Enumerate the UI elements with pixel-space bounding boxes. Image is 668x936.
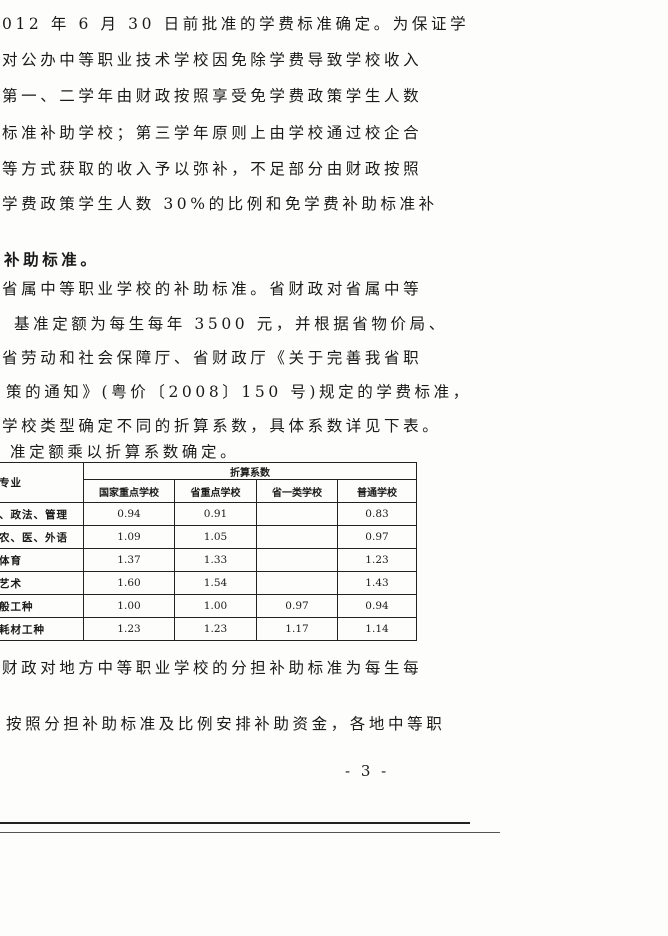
coefficient-cell: 1.05 — [174, 525, 257, 549]
coefficient-cell: 1.37 — [83, 548, 175, 572]
coefficient-cell: 1.23 — [83, 617, 175, 641]
coefficient-cell: 1.23 — [337, 548, 417, 572]
text-line: 策的通知》(粤价〔2008〕150 号)规定的学费标准， — [6, 383, 472, 401]
divider — [0, 832, 500, 833]
coefficient-cell: 1.54 — [174, 571, 257, 595]
row-label: 农、医、外语 — [0, 525, 84, 549]
coefficient-cell: 1.00 — [174, 594, 257, 618]
table-row: 艺术 1.60 1.54 1.43 — [0, 571, 417, 595]
coefficient-cell: 1.00 — [83, 594, 175, 618]
coefficient-cell: 0.97 — [337, 525, 417, 549]
header-col: 省重点学校 — [174, 479, 257, 503]
header-col: 普通学校 — [337, 479, 417, 503]
header-group: 折算系数 — [83, 462, 417, 480]
coefficient-cell: 0.83 — [337, 502, 417, 526]
coefficient-cell — [256, 502, 338, 526]
coefficient-cell: 0.97 — [256, 594, 338, 618]
coefficient-cell — [256, 548, 338, 572]
text-line: 省劳动和社会保障厅、省财政厅《关于完善我省职 — [2, 349, 423, 367]
divider — [0, 822, 470, 824]
row-label: 般工种 — [0, 594, 84, 618]
coefficient-cell: 0.94 — [337, 594, 417, 618]
text-line: 财政对地方中等职业学校的分担补助标准为每生每 — [2, 659, 423, 677]
text-line: 基准定额为每生每年 3500 元，并根据省物价局、 — [14, 315, 448, 333]
coefficient-cell: 1.14 — [337, 617, 417, 641]
coefficient-cell: 1.17 — [256, 617, 338, 641]
row-label: 耗材工种 — [0, 617, 84, 641]
table-row: 农、医、外语 1.09 1.05 0.97 — [0, 525, 417, 549]
coefficient-cell: 1.60 — [83, 571, 175, 595]
text-line: 标准补助学校；第三学年原则上由学校通过校企合 — [2, 124, 423, 142]
text-line: 等方式获取的收入予以弥补，不足部分由财政按照 — [2, 160, 423, 178]
row-label: 、政法、管理 — [0, 502, 84, 526]
section-heading: 补助标准。 — [4, 251, 100, 269]
table-row: 体育 1.37 1.33 1.23 — [0, 548, 417, 572]
row-label: 艺术 — [0, 571, 84, 595]
text-line: 对公办中等职业技术学校因免除学费导致学校收入 — [2, 51, 423, 69]
table-row: 、政法、管理 0.94 0.91 0.83 — [0, 502, 417, 526]
row-label: 体育 — [0, 548, 84, 572]
coefficient-cell: 0.91 — [174, 502, 257, 526]
page-number: - 3 - — [345, 762, 390, 780]
text-line: 学费政策学生人数 30%的比例和免学费补助标准补 — [2, 195, 438, 213]
text-line: 学校类型确定不同的折算系数，具体系数详见下表。 — [2, 417, 442, 435]
coefficient-cell — [256, 525, 338, 549]
coefficient-cell — [256, 571, 338, 595]
text-line: 按照分担补助标准及比例安排补助资金，各地中等职 — [6, 715, 446, 733]
coefficient-cell: 1.23 — [174, 617, 257, 641]
coefficient-cell: 1.33 — [174, 548, 257, 572]
coefficient-cell: 1.43 — [337, 571, 417, 595]
coefficient-cell: 1.09 — [83, 525, 175, 549]
table-row: 般工种 1.00 1.00 0.97 0.94 — [0, 594, 417, 618]
header-col: 省一类学校 — [256, 479, 338, 503]
header-major: 专业 — [0, 462, 84, 503]
text-line: 准定额乘以折算系数确定。 — [10, 443, 240, 461]
coefficient-table: 专业 折算系数 国家重点学校 省重点学校 省一类学校 普通学校 、政法、管理 0.… — [0, 462, 417, 641]
text-line: 第一、二学年由财政按照享受免学费政策学生人数 — [2, 87, 423, 105]
header-col: 国家重点学校 — [83, 479, 175, 503]
coefficient-cell: 0.94 — [83, 502, 175, 526]
table-row: 耗材工种 1.23 1.23 1.17 1.14 — [0, 617, 417, 641]
text-line: 012 年 6 月 30 日前批准的学费标准确定。为保证学 — [2, 15, 470, 33]
text-line: 省属中等职业学校的补助标准。省财政对省属中等 — [2, 280, 423, 298]
